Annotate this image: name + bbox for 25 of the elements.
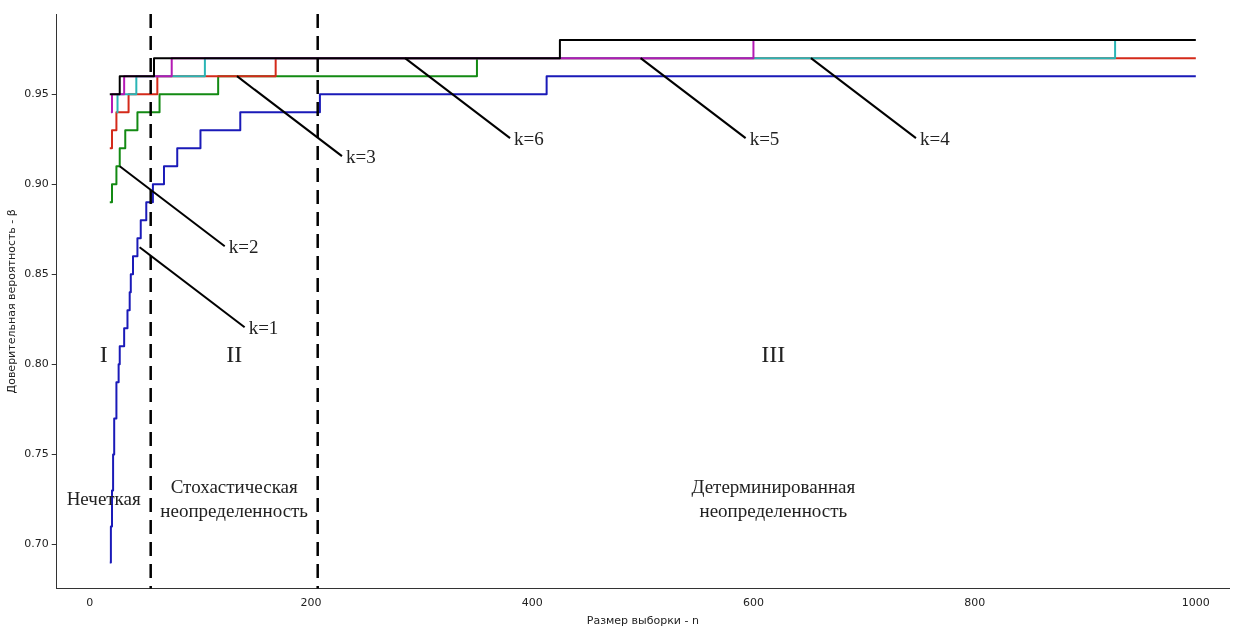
- annotation: k=5: [749, 128, 780, 150]
- annotation: k=4: [919, 128, 951, 150]
- y-axis-title: Доверительная вероятность - β: [5, 209, 19, 394]
- x-tick-label: 800: [964, 596, 986, 610]
- annotation: k=6: [514, 128, 544, 150]
- y-tick-label: 0.75: [24, 447, 49, 461]
- annotation: k=2: [228, 236, 259, 258]
- x-axis-title: Размер выборки - n: [586, 614, 699, 628]
- annotation: I: [99, 341, 108, 368]
- annotation: Детерминированная неопределенность: [691, 475, 856, 521]
- y-tick-label: 0.70: [24, 537, 49, 551]
- annotation: II: [226, 341, 243, 368]
- annotation: III: [761, 341, 786, 368]
- y-tick-label: 0.85: [24, 267, 49, 281]
- x-tick-label: 200: [300, 596, 322, 610]
- x-tick-label: 1000: [1181, 596, 1210, 610]
- x-tick-label: 0: [86, 596, 94, 610]
- annotation: k=1: [248, 317, 279, 339]
- x-tick-label: 400: [521, 596, 543, 610]
- annotation: k=3: [345, 146, 376, 168]
- y-tick-label: 0.80: [24, 357, 49, 371]
- y-tick-label: 0.90: [24, 177, 49, 191]
- annotation: Стохастическая неопределенность: [160, 475, 309, 521]
- x-tick-label: 600: [742, 596, 764, 610]
- y-tick-label: 0.95: [24, 87, 49, 101]
